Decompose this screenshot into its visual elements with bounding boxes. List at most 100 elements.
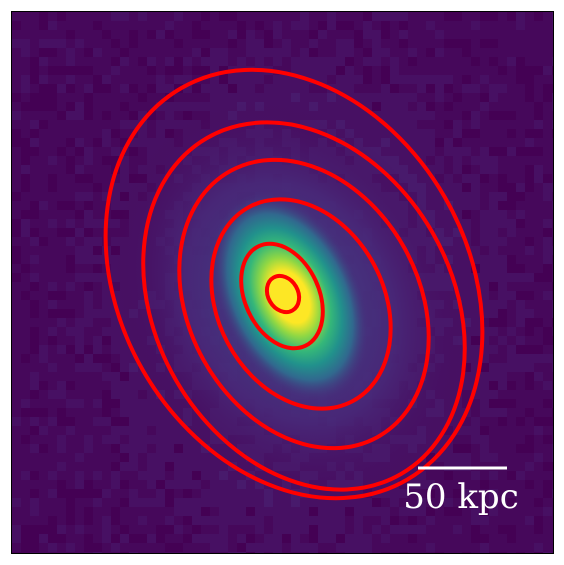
image-pixel bbox=[534, 12, 543, 21]
image-pixel bbox=[39, 48, 48, 57]
image-pixel bbox=[390, 138, 399, 147]
image-pixel bbox=[516, 417, 525, 426]
image-pixel bbox=[462, 39, 471, 48]
image-pixel bbox=[300, 66, 309, 75]
image-pixel bbox=[21, 399, 30, 408]
image-pixel bbox=[102, 111, 111, 120]
image-pixel bbox=[48, 102, 57, 111]
image-pixel bbox=[291, 507, 300, 516]
image-pixel bbox=[372, 57, 381, 66]
image-pixel bbox=[165, 444, 174, 453]
image-pixel bbox=[48, 534, 57, 543]
image-pixel bbox=[462, 174, 471, 183]
image-pixel bbox=[516, 273, 525, 282]
image-pixel bbox=[66, 489, 75, 498]
image-pixel bbox=[165, 66, 174, 75]
image-pixel bbox=[399, 39, 408, 48]
image-pixel bbox=[147, 480, 156, 489]
image-pixel bbox=[57, 201, 66, 210]
image-pixel bbox=[426, 111, 435, 120]
image-pixel bbox=[129, 399, 138, 408]
image-pixel bbox=[264, 507, 273, 516]
image-pixel bbox=[381, 129, 390, 138]
image-pixel bbox=[534, 129, 543, 138]
image-pixel bbox=[516, 345, 525, 354]
image-pixel bbox=[39, 426, 48, 435]
image-pixel bbox=[462, 165, 471, 174]
image-pixel bbox=[534, 372, 543, 381]
image-pixel bbox=[462, 273, 471, 282]
image-pixel bbox=[210, 93, 219, 102]
image-pixel bbox=[480, 291, 489, 300]
image-pixel bbox=[147, 498, 156, 507]
image-pixel bbox=[66, 165, 75, 174]
image-pixel bbox=[408, 57, 417, 66]
image-pixel bbox=[408, 120, 417, 129]
image-pixel bbox=[84, 282, 93, 291]
image-pixel bbox=[12, 246, 21, 255]
image-pixel bbox=[363, 543, 372, 552]
image-pixel bbox=[471, 345, 480, 354]
image-pixel bbox=[318, 102, 327, 111]
image-pixel bbox=[354, 39, 363, 48]
image-pixel bbox=[84, 291, 93, 300]
image-pixel bbox=[201, 471, 210, 480]
image-pixel bbox=[327, 516, 336, 525]
image-pixel bbox=[390, 93, 399, 102]
image-pixel bbox=[120, 336, 129, 345]
image-pixel bbox=[75, 102, 84, 111]
image-pixel bbox=[39, 354, 48, 363]
image-pixel bbox=[453, 192, 462, 201]
image-pixel bbox=[84, 489, 93, 498]
image-pixel bbox=[201, 30, 210, 39]
image-pixel bbox=[30, 237, 39, 246]
image-pixel bbox=[498, 84, 507, 93]
image-pixel bbox=[183, 75, 192, 84]
image-pixel bbox=[399, 552, 408, 553]
image-pixel bbox=[210, 543, 219, 552]
image-pixel bbox=[399, 489, 408, 498]
image-pixel bbox=[138, 444, 147, 453]
image-pixel bbox=[183, 453, 192, 462]
image-pixel bbox=[255, 543, 264, 552]
image-pixel bbox=[471, 21, 480, 30]
image-pixel bbox=[246, 489, 255, 498]
image-pixel bbox=[489, 363, 498, 372]
image-pixel bbox=[426, 75, 435, 84]
image-pixel bbox=[453, 183, 462, 192]
image-pixel bbox=[48, 39, 57, 48]
image-pixel bbox=[525, 165, 534, 174]
image-pixel bbox=[336, 75, 345, 84]
image-pixel bbox=[534, 525, 543, 534]
image-pixel bbox=[363, 102, 372, 111]
image-pixel bbox=[264, 30, 273, 39]
image-pixel bbox=[480, 552, 489, 553]
image-pixel bbox=[165, 516, 174, 525]
image-pixel bbox=[480, 309, 489, 318]
image-pixel bbox=[129, 453, 138, 462]
image-pixel bbox=[471, 417, 480, 426]
image-pixel bbox=[300, 21, 309, 30]
image-pixel bbox=[525, 183, 534, 192]
image-pixel bbox=[435, 30, 444, 39]
image-pixel bbox=[84, 507, 93, 516]
image-pixel bbox=[138, 435, 147, 444]
image-pixel bbox=[309, 39, 318, 48]
image-pixel bbox=[516, 318, 525, 327]
image-pixel bbox=[525, 129, 534, 138]
contour-2 bbox=[239, 241, 325, 351]
image-pixel bbox=[462, 489, 471, 498]
image-pixel bbox=[498, 552, 507, 553]
image-pixel bbox=[111, 210, 120, 219]
image-pixel bbox=[480, 300, 489, 309]
image-pixel bbox=[498, 417, 507, 426]
image-pixel bbox=[273, 525, 282, 534]
image-pixel bbox=[48, 174, 57, 183]
image-pixel bbox=[444, 147, 453, 156]
image-pixel bbox=[489, 471, 498, 480]
image-pixel bbox=[84, 66, 93, 75]
image-pixel bbox=[120, 363, 129, 372]
image-pixel bbox=[111, 363, 120, 372]
image-pixel bbox=[489, 498, 498, 507]
image-pixel bbox=[426, 192, 435, 201]
